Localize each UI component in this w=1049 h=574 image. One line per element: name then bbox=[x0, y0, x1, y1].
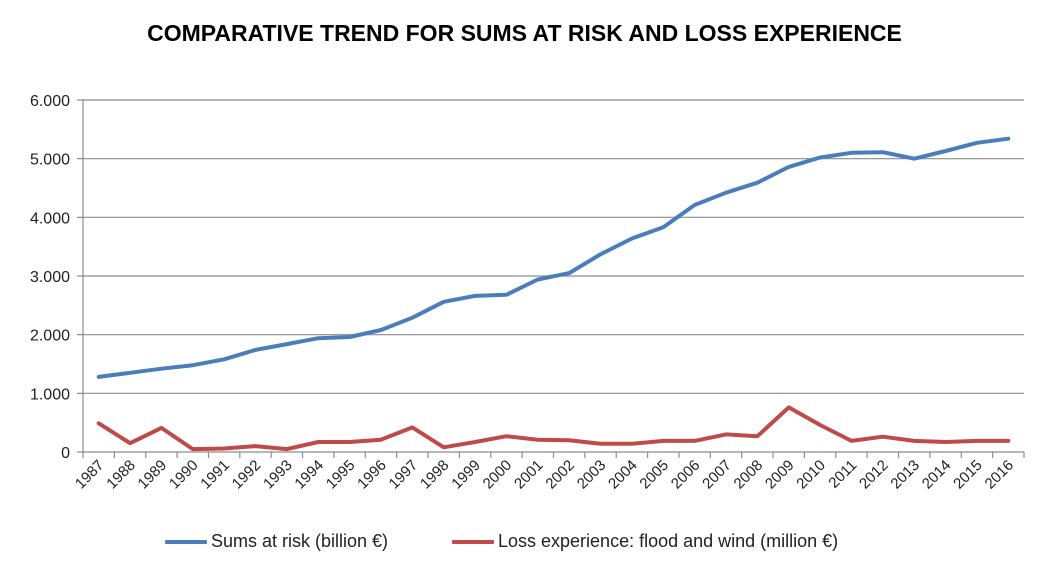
x-tick-label: 2003 bbox=[574, 457, 610, 493]
x-tick-label: 1995 bbox=[323, 457, 359, 493]
y-tick-labels: 0 1.000 2.000 3.000 4.000 5.000 6.000 bbox=[30, 93, 70, 462]
legend: Sums at risk (billion €) Loss experience… bbox=[0, 531, 1049, 557]
x-tick-label: 2010 bbox=[793, 457, 829, 493]
x-tick-label: 2009 bbox=[762, 457, 798, 493]
x-tick-label: 2012 bbox=[856, 457, 892, 493]
legend-item-sums-at-risk: Sums at risk (billion €) bbox=[165, 531, 388, 552]
x-tick-label: 2015 bbox=[950, 457, 986, 493]
x-tick-label: 1994 bbox=[291, 457, 327, 493]
y-tick-label: 4.000 bbox=[30, 210, 70, 227]
x-tick-label: 1997 bbox=[386, 457, 422, 493]
series-lines bbox=[96, 136, 1011, 452]
x-tick-label: 2001 bbox=[511, 457, 547, 493]
series-line-sums-at-risk bbox=[96, 136, 1011, 379]
y-tick-label: 2.000 bbox=[30, 328, 70, 345]
x-tick-label: 1993 bbox=[260, 457, 296, 493]
x-tick-label: 1989 bbox=[135, 457, 171, 493]
gridlines bbox=[83, 99, 1024, 394]
x-tick-label: 1998 bbox=[417, 457, 453, 493]
x-tick-label: 2005 bbox=[636, 457, 672, 493]
y-tick-label: 3.000 bbox=[30, 269, 70, 286]
y-tick-label: 6.000 bbox=[30, 93, 70, 110]
legend-label-sums-at-risk: Sums at risk (billion €) bbox=[211, 531, 389, 551]
chart-title: COMPARATIVE TREND FOR SUMS AT RISK AND L… bbox=[147, 20, 902, 46]
x-tick-label: 1990 bbox=[166, 457, 202, 493]
x-tick-label: 2011 bbox=[825, 457, 860, 492]
x-tick-label: 2013 bbox=[887, 457, 923, 493]
x-tick-label: 1996 bbox=[354, 457, 390, 493]
x-tick-label: 2004 bbox=[605, 457, 641, 493]
y-tick-label: 1.000 bbox=[30, 386, 70, 403]
x-tick-label: 1987 bbox=[72, 457, 108, 493]
x-tick-label: 2014 bbox=[919, 457, 955, 493]
x-tick-label: 2002 bbox=[542, 457, 578, 493]
y-tick-label: 0 bbox=[61, 445, 70, 462]
x-tick-label: 2016 bbox=[982, 457, 1018, 493]
x-tick-label: 1988 bbox=[103, 457, 139, 493]
x-tick-labels: 1987198819891990199119921993199419951996… bbox=[72, 457, 1017, 493]
legend-swatch-loss-experience bbox=[452, 539, 494, 544]
legend-label-loss-experience: Loss experience: flood and wind (million… bbox=[498, 531, 839, 551]
x-tick-label: 2008 bbox=[731, 457, 767, 493]
axes bbox=[77, 99, 1025, 458]
series-line-loss-experience bbox=[96, 405, 1011, 452]
x-tick-label: 2007 bbox=[699, 457, 735, 493]
x-tick-label: 1999 bbox=[448, 457, 484, 493]
y-tick-label: 5.000 bbox=[30, 152, 70, 169]
x-tick-label: 1991 bbox=[197, 457, 233, 493]
x-tick-label: 2000 bbox=[480, 457, 516, 493]
legend-item-loss-experience: Loss experience: flood and wind (million… bbox=[452, 531, 838, 552]
x-tick-label: 1992 bbox=[229, 457, 265, 493]
x-tick-label: 2006 bbox=[668, 457, 704, 493]
legend-swatch-sums-at-risk bbox=[165, 539, 207, 544]
